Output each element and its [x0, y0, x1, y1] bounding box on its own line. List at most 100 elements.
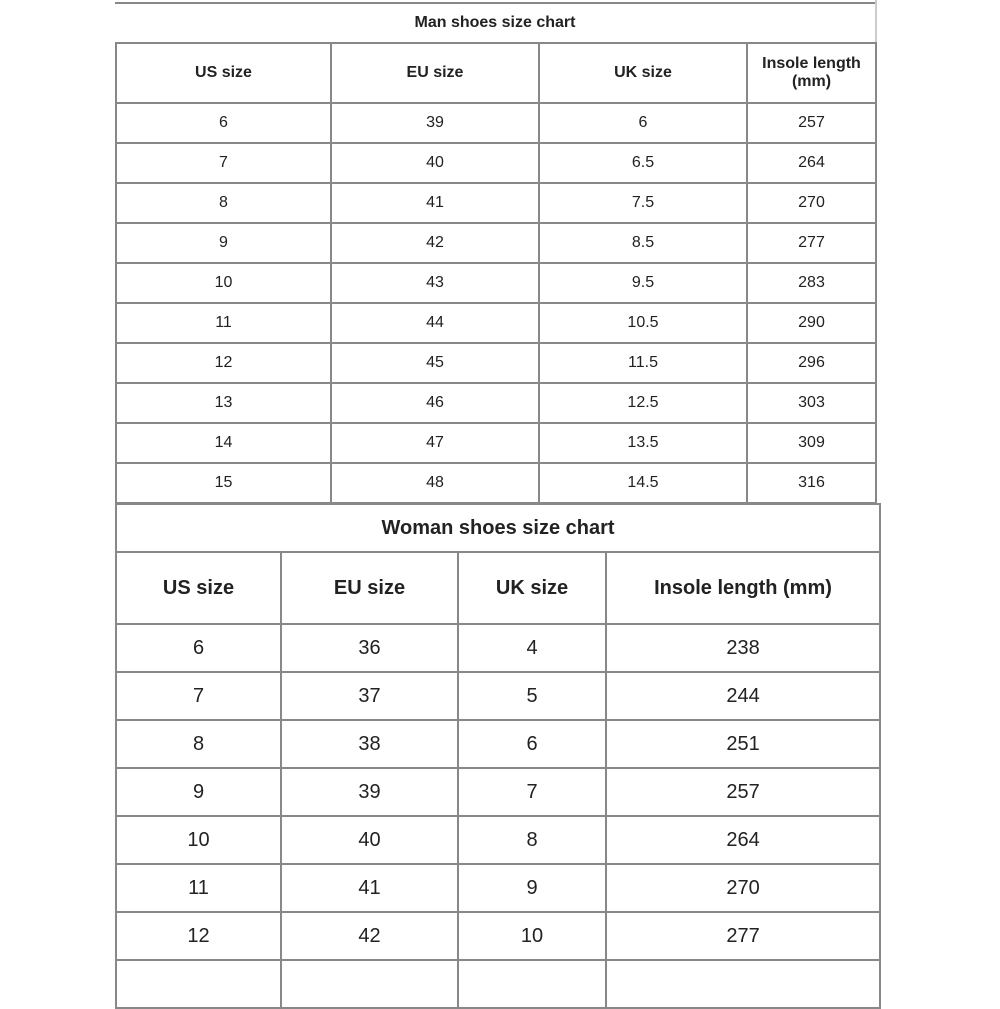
table-cell: 11 [115, 863, 282, 913]
woman-chart-title: Woman shoes size chart [114, 503, 882, 553]
table-cell: 7.5 [538, 182, 748, 224]
table-row: 13 46 12.5 303 [115, 382, 877, 424]
table-cell: 270 [604, 863, 882, 913]
table-cell: 12 [115, 911, 282, 961]
table-cell: 10 [457, 911, 607, 961]
table-cell: 277 [746, 222, 877, 264]
table-cell: 8 [457, 815, 607, 865]
table-row: 8 41 7.5 270 [115, 182, 877, 224]
table-cell: 41 [330, 182, 540, 224]
table-cell: 7 [115, 671, 282, 721]
table-cell [115, 959, 282, 1009]
table-row: 8 38 6 251 [115, 719, 882, 769]
table-cell: 10 [115, 815, 282, 865]
table-cell: 309 [746, 422, 877, 464]
table-cell: 6 [115, 102, 332, 144]
table-cell: 9.5 [538, 262, 748, 304]
table-cell: 13 [115, 382, 332, 424]
table-cell: 5 [457, 671, 607, 721]
table-cell: 40 [330, 142, 540, 184]
table-row: 12 42 10 277 [115, 911, 882, 961]
table-cell: 7 [115, 142, 332, 184]
table-cell: 8.5 [538, 222, 748, 264]
table-row: 9 42 8.5 277 [115, 222, 877, 264]
table-cell: 15 [115, 462, 332, 504]
table-row: 10 43 9.5 283 [115, 262, 877, 304]
table-cell [604, 959, 882, 1009]
column-header: US size [115, 42, 332, 104]
table-row: 10 40 8 264 [115, 815, 882, 865]
table-cell: 6 [115, 623, 282, 673]
column-header: UK size [457, 551, 607, 625]
table-cell: 45 [330, 342, 540, 384]
table-cell: 40 [280, 815, 459, 865]
table-row: 11 44 10.5 290 [115, 302, 877, 344]
table-cell: 290 [746, 302, 877, 344]
table-cell: 251 [604, 719, 882, 769]
table-cell: 39 [330, 102, 540, 144]
table-cell: 270 [746, 182, 877, 224]
table-cell: 257 [746, 102, 877, 144]
table-cell: 296 [746, 342, 877, 384]
table-cell: 13.5 [538, 422, 748, 464]
table-header-row: US size EU size UK size Insole length (mm) [115, 42, 877, 104]
table-cell: 43 [330, 262, 540, 304]
table-cell: 46 [330, 382, 540, 424]
woman-size-table: Woman shoes size chart US size EU size UK … [114, 503, 882, 1009]
table-cell: 9 [115, 767, 282, 817]
table-cell: 316 [746, 462, 877, 504]
table-cell: 303 [746, 382, 877, 424]
table-row: 7 37 5 244 [115, 671, 882, 721]
table-cell: 36 [280, 623, 459, 673]
table-cell: 11.5 [538, 342, 748, 384]
table-row: 14 47 13.5 309 [115, 422, 877, 464]
table-cell: 12.5 [538, 382, 748, 424]
table-cell: 9 [115, 222, 332, 264]
table-cell: 244 [604, 671, 882, 721]
table-row: 11 41 9 270 [115, 863, 882, 913]
table-cell: 8 [115, 719, 282, 769]
column-header: US size [115, 551, 282, 625]
table-row: 9 39 7 257 [115, 767, 882, 817]
table-cell: 10 [115, 262, 332, 304]
column-header: Insole length (mm) [604, 551, 882, 625]
table-cell: 264 [604, 815, 882, 865]
table-cell: 7 [457, 767, 607, 817]
table-cell: 42 [330, 222, 540, 264]
table-cell: 39 [280, 767, 459, 817]
table-cell: 11 [115, 302, 332, 344]
column-header: EU size [330, 42, 540, 104]
table-row: 6 39 6 257 [115, 102, 877, 144]
man-size-table: US size EU size UK size Insole length (mm) … [115, 42, 877, 504]
table-cell: 47 [330, 422, 540, 464]
table-cell: 12 [115, 342, 332, 384]
table-cell: 277 [604, 911, 882, 961]
man-chart-title: Man shoes size chart [115, 2, 877, 42]
table-cell: 6 [538, 102, 748, 144]
table-cell: 14 [115, 422, 332, 464]
table-cell: 4 [457, 623, 607, 673]
table-cell: 10.5 [538, 302, 748, 344]
table-cell: 264 [746, 142, 877, 184]
table-row: 15 48 14.5 316 [115, 462, 877, 504]
table-cell: 238 [604, 623, 882, 673]
table-cell: 48 [330, 462, 540, 504]
divider [875, 0, 877, 500]
table-row: 6 36 4 238 [115, 623, 882, 673]
table-cell: 37 [280, 671, 459, 721]
table-cell: 6.5 [538, 142, 748, 184]
table-cell: 6 [457, 719, 607, 769]
table-cell: 44 [330, 302, 540, 344]
column-header: EU size [280, 551, 459, 625]
table-cell: 14.5 [538, 462, 748, 504]
table-cell: 9 [457, 863, 607, 913]
table-cell: 42 [280, 911, 459, 961]
table-cell: 257 [604, 767, 882, 817]
column-header: UK size [538, 42, 748, 104]
table-row: 7 40 6.5 264 [115, 142, 877, 184]
table-row: 12 45 11.5 296 [115, 342, 877, 384]
table-cell: 283 [746, 262, 877, 304]
table-row [115, 959, 882, 1009]
table-cell: 8 [115, 182, 332, 224]
table-cell: 38 [280, 719, 459, 769]
